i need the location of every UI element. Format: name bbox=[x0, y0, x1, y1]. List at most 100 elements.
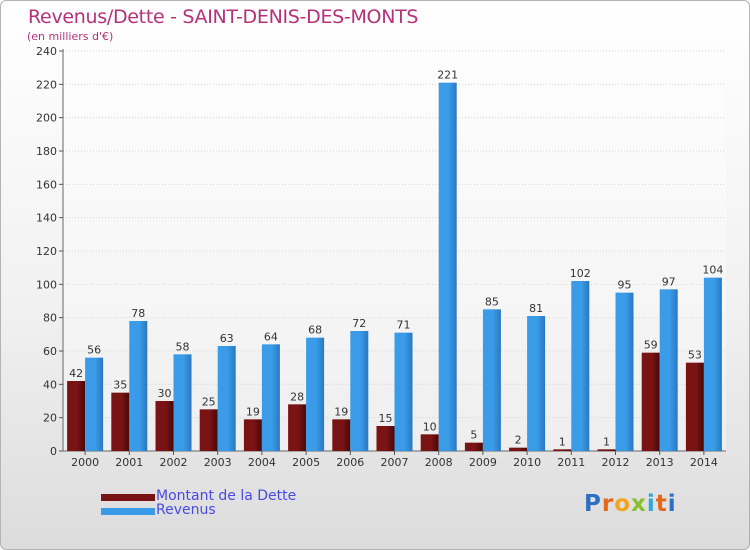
bar-revenus bbox=[129, 321, 148, 451]
logo-letter: x bbox=[631, 491, 647, 517]
data-label: 5 bbox=[470, 429, 477, 442]
x-tick-label: 2004 bbox=[248, 456, 276, 469]
bar-dette bbox=[332, 419, 351, 451]
bar-revenus bbox=[217, 346, 236, 451]
y-tick-label: 60 bbox=[43, 345, 57, 358]
bar-revenus bbox=[527, 316, 546, 451]
legend-label-revenus: Revenus bbox=[156, 502, 216, 518]
y-tick-label: 200 bbox=[36, 112, 57, 125]
data-label: 1 bbox=[603, 435, 610, 448]
data-label: 56 bbox=[87, 344, 101, 357]
data-label: 59 bbox=[644, 339, 658, 352]
y-tick-label: 180 bbox=[36, 145, 57, 158]
x-tick-label: 2007 bbox=[381, 456, 409, 469]
data-label: 71 bbox=[397, 319, 411, 332]
bar-dette bbox=[67, 381, 86, 451]
x-tick-label: 2002 bbox=[160, 456, 188, 469]
legend-label-dette: Montant de la Dette bbox=[156, 488, 297, 504]
x-tick-label: 2000 bbox=[71, 456, 99, 469]
y-tick-label: 220 bbox=[36, 78, 57, 91]
x-tick-label: 2014 bbox=[690, 456, 718, 469]
data-label: 35 bbox=[113, 379, 127, 392]
bar-dette bbox=[155, 401, 174, 451]
bar-dette bbox=[111, 392, 130, 451]
data-label: 25 bbox=[202, 395, 216, 408]
bar-dette bbox=[199, 409, 218, 451]
data-label: 30 bbox=[158, 387, 172, 400]
bar-revenus bbox=[306, 337, 325, 451]
data-label: 85 bbox=[485, 295, 499, 308]
logo-letter: P bbox=[584, 491, 602, 517]
data-label: 78 bbox=[131, 307, 145, 320]
bar-revenus bbox=[394, 332, 413, 451]
data-label: 42 bbox=[69, 367, 83, 380]
x-tick-label: 2010 bbox=[513, 456, 541, 469]
logo-letter: t bbox=[655, 491, 668, 517]
x-tick-label: 2001 bbox=[115, 456, 143, 469]
bar-revenus bbox=[615, 292, 634, 451]
logo-letter: r bbox=[601, 491, 615, 517]
bar-dette bbox=[243, 419, 262, 451]
data-label: 72 bbox=[352, 317, 366, 330]
y-tick-label: 140 bbox=[36, 212, 57, 225]
data-label: 104 bbox=[702, 264, 723, 277]
bar-revenus bbox=[482, 309, 501, 451]
legend-swatch-dette bbox=[101, 494, 155, 501]
data-label: 53 bbox=[688, 349, 702, 362]
bar-dette bbox=[376, 426, 395, 451]
legend-swatch-revenus bbox=[101, 508, 155, 515]
logo-letter: i bbox=[646, 491, 656, 517]
bar-revenus bbox=[703, 277, 722, 451]
x-tick-label: 2013 bbox=[646, 456, 674, 469]
bar-dette bbox=[509, 447, 528, 451]
bar-dette bbox=[464, 442, 483, 451]
data-label: 81 bbox=[529, 302, 543, 315]
y-tick-label: 160 bbox=[36, 178, 57, 191]
y-tick-label: 80 bbox=[43, 312, 57, 325]
chart-title: Revenus/Dette - SAINT-DENIS-DES-MONTS bbox=[28, 6, 419, 28]
bar-revenus bbox=[350, 331, 369, 451]
x-tick-label: 2009 bbox=[469, 456, 497, 469]
bar-dette bbox=[641, 352, 660, 451]
proxiti-logo: Proxiti bbox=[584, 491, 677, 517]
data-label: 58 bbox=[176, 340, 190, 353]
data-label: 28 bbox=[290, 390, 304, 403]
data-label: 15 bbox=[379, 412, 393, 425]
y-tick-label: 0 bbox=[50, 445, 57, 458]
bar-dette bbox=[597, 449, 616, 451]
bar-revenus bbox=[659, 289, 678, 451]
data-label: 102 bbox=[570, 267, 591, 280]
chart-subtitle: (en milliers d'€) bbox=[27, 30, 114, 43]
logo-letter: o bbox=[614, 491, 632, 517]
x-tick-label: 2011 bbox=[557, 456, 585, 469]
bar-dette bbox=[288, 404, 307, 451]
y-tick-label: 40 bbox=[43, 378, 57, 391]
bar-dette bbox=[553, 449, 572, 451]
bar-revenus bbox=[261, 344, 280, 451]
bar-revenus bbox=[85, 357, 104, 451]
data-label: 64 bbox=[264, 330, 278, 343]
data-label: 10 bbox=[423, 420, 437, 433]
data-label: 68 bbox=[308, 324, 322, 337]
x-tick-label: 2008 bbox=[425, 456, 453, 469]
x-tick-label: 2006 bbox=[336, 456, 364, 469]
logo-letter: i bbox=[667, 491, 677, 517]
bar-revenus bbox=[438, 82, 457, 452]
bar-dette bbox=[420, 434, 439, 451]
data-label: 19 bbox=[334, 405, 348, 418]
data-label: 97 bbox=[662, 275, 676, 288]
y-tick-label: 120 bbox=[36, 245, 57, 258]
data-label: 19 bbox=[246, 405, 260, 418]
data-label: 221 bbox=[437, 69, 458, 82]
data-label: 95 bbox=[618, 279, 632, 292]
data-label: 1 bbox=[559, 435, 566, 448]
data-label: 2 bbox=[515, 434, 522, 447]
data-label: 63 bbox=[220, 332, 234, 345]
y-tick-label: 100 bbox=[36, 278, 57, 291]
x-tick-label: 2012 bbox=[602, 456, 630, 469]
bar-dette bbox=[685, 362, 704, 451]
x-tick-label: 2005 bbox=[292, 456, 320, 469]
bar-revenus bbox=[571, 281, 590, 451]
